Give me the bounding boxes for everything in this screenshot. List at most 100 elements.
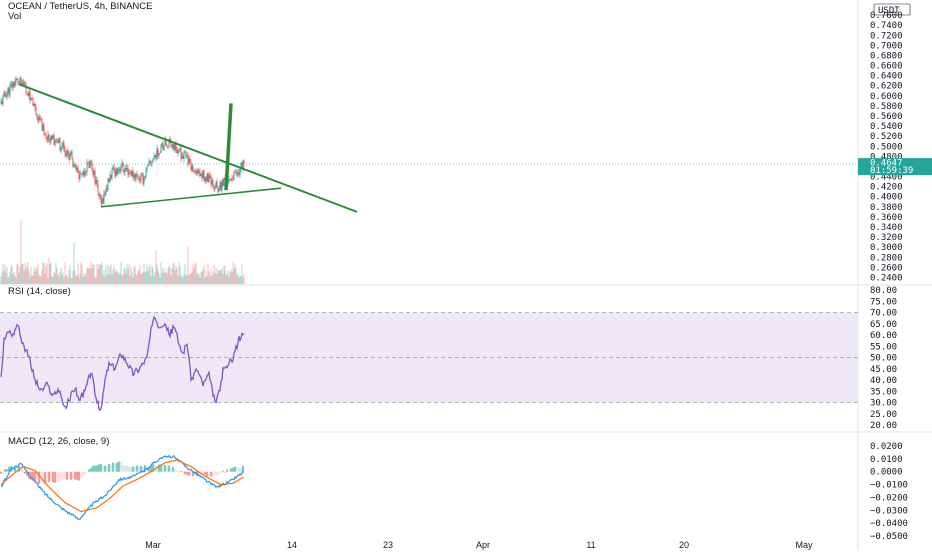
macd-hist-bar bbox=[74, 471, 76, 480]
macd-hist-bar bbox=[88, 469, 90, 472]
candle-body bbox=[35, 107, 37, 115]
candle-body bbox=[208, 175, 210, 182]
volume-bar bbox=[111, 274, 113, 284]
candle-body bbox=[195, 172, 197, 175]
candle-body bbox=[39, 117, 41, 119]
volume-bar bbox=[120, 261, 122, 284]
candle-body bbox=[26, 92, 28, 94]
volume-bar bbox=[207, 263, 209, 284]
price-tick-label: 0.7600 bbox=[870, 11, 903, 21]
candle-body bbox=[81, 174, 83, 175]
macd-hist-bar bbox=[58, 471, 60, 481]
candle-body bbox=[33, 103, 35, 106]
volume-bar bbox=[29, 276, 31, 284]
volume-bar bbox=[170, 274, 172, 284]
volume-bar bbox=[8, 276, 10, 284]
volume-bar bbox=[233, 269, 235, 284]
macd-hist-bar bbox=[6, 469, 8, 472]
volume-bar bbox=[218, 270, 220, 284]
volume-bar bbox=[54, 273, 56, 284]
volume-bar bbox=[5, 272, 7, 284]
macd-tick-label: 0.0200 bbox=[870, 442, 903, 452]
candle-body bbox=[200, 173, 202, 176]
volume-bar bbox=[103, 270, 105, 284]
candle-body bbox=[191, 166, 193, 171]
macd-hist-bar bbox=[140, 465, 142, 472]
volume-bar bbox=[176, 268, 178, 284]
macd-hist-bar bbox=[118, 461, 120, 472]
volume-bar bbox=[22, 263, 24, 284]
volume-bar bbox=[89, 268, 91, 284]
candle-body bbox=[101, 198, 103, 203]
volume-bar bbox=[188, 275, 190, 284]
volume-bar bbox=[199, 277, 201, 284]
macd-hist-bar bbox=[238, 467, 240, 472]
price-tick-label: 0.4400 bbox=[870, 173, 903, 183]
volume-bar bbox=[145, 271, 147, 284]
volume-bar bbox=[42, 262, 44, 284]
volume-bar bbox=[131, 271, 133, 284]
candle-body bbox=[127, 168, 129, 175]
candle-body bbox=[47, 134, 49, 141]
candle-body bbox=[60, 148, 62, 150]
candle-body bbox=[167, 146, 169, 148]
candle-body bbox=[75, 164, 77, 171]
candle-body bbox=[10, 84, 12, 86]
volume-bar bbox=[90, 262, 92, 284]
volume-bar bbox=[70, 277, 72, 284]
price-axis: 0.76000.74000.72000.70000.68000.66000.64… bbox=[870, 3, 911, 283]
volume-bar bbox=[239, 276, 241, 284]
macd-hist-bar bbox=[86, 471, 88, 473]
candle-body bbox=[153, 156, 155, 159]
volume-bar bbox=[27, 262, 29, 284]
candle-body bbox=[180, 147, 182, 159]
candle-body bbox=[78, 173, 80, 180]
candle-body bbox=[52, 135, 54, 139]
candle-body bbox=[85, 171, 87, 173]
volume-bar bbox=[139, 264, 141, 284]
volume-bar bbox=[61, 274, 63, 284]
candle-body bbox=[209, 175, 211, 178]
macd-hist-bar bbox=[114, 463, 116, 472]
candle-body bbox=[120, 166, 122, 172]
volume-bar bbox=[18, 272, 20, 284]
volume-bar bbox=[77, 263, 79, 284]
macd-hist-bar bbox=[162, 465, 164, 472]
candle-body bbox=[136, 174, 138, 175]
candle-body bbox=[133, 174, 135, 177]
volume-bar bbox=[231, 272, 233, 284]
rsi-tick-label: 20.00 bbox=[870, 421, 897, 431]
volume-bar bbox=[92, 264, 94, 284]
macd-hist-bar bbox=[90, 467, 92, 472]
volume-bar bbox=[198, 274, 200, 284]
candle-body bbox=[192, 166, 194, 171]
price-tick-label: 0.3600 bbox=[870, 213, 903, 223]
price-tick-label: 0.6600 bbox=[870, 62, 903, 72]
candle-body bbox=[92, 168, 94, 176]
candle-body bbox=[4, 92, 6, 96]
macd-hist-bar bbox=[164, 464, 166, 472]
candle-body bbox=[6, 92, 8, 98]
macd-hist-bar bbox=[60, 471, 62, 481]
volume-bar bbox=[105, 265, 107, 284]
candle-body bbox=[22, 81, 24, 85]
price-tick-label: 0.5200 bbox=[870, 132, 903, 142]
candle-body bbox=[131, 170, 133, 176]
candle-body bbox=[71, 151, 73, 160]
volume-bar bbox=[140, 273, 142, 284]
macd-hist-bar bbox=[70, 471, 72, 480]
date-axis: Mar 14 23 Apr 11 20 May bbox=[145, 540, 813, 550]
candle-body bbox=[2, 95, 4, 105]
price-tick-label: 0.3400 bbox=[870, 223, 903, 233]
macd-hist-bar bbox=[120, 461, 122, 472]
candle-body bbox=[70, 151, 72, 154]
macd-hist-bar bbox=[204, 471, 206, 475]
candle-body bbox=[197, 170, 199, 173]
volume-bar bbox=[173, 262, 175, 284]
candle-body bbox=[241, 162, 243, 169]
volume-bar bbox=[174, 270, 176, 284]
macd-hist-bar bbox=[122, 465, 124, 472]
volume-bar bbox=[65, 275, 67, 284]
